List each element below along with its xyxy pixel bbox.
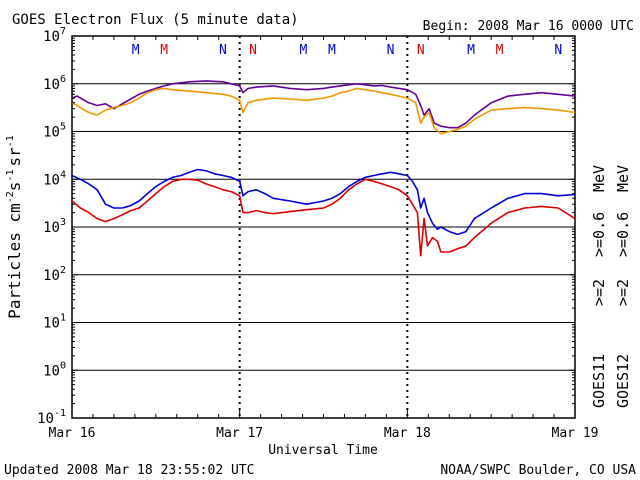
y-tick-exp: -1 <box>54 408 66 419</box>
y-axis-label: Particles cm-2s-1sr-1 <box>5 135 24 319</box>
footer-source: NOAA/SWPC Boulder, CO USA <box>440 463 636 478</box>
y-tick-label-1: 106 <box>43 74 66 93</box>
x-tick-label-3: Mar 19 <box>552 426 599 441</box>
event-marker-4: M <box>299 43 307 58</box>
y-tick-label-6: 101 <box>43 313 66 332</box>
event-marker-10: N <box>554 43 562 58</box>
y-label-part-1: Particles cm <box>5 203 24 319</box>
y-tick-base: 10 <box>37 411 54 427</box>
y-tick-base: 10 <box>43 363 60 379</box>
y-tick-exp: 0 <box>60 360 66 371</box>
event-marker-3: N <box>249 43 257 58</box>
y-tick-exp: 2 <box>60 265 66 276</box>
data-series <box>71 80 576 257</box>
y-tick-exp: 6 <box>60 74 66 85</box>
legend-goes11: GOES11 <box>590 354 608 408</box>
x-axis-label: Universal Time <box>268 443 378 458</box>
legend-goes12-e2: >=2 <box>614 279 632 306</box>
chart-title: GOES Electron Flux (5 minute data) <box>12 12 299 28</box>
begin-label: Begin: 2008 Mar 16 0000 UTC <box>423 19 634 34</box>
legend-right: GOES11 GOES12 >=2 >=2 >=0.6 >=0.6 MeV Me… <box>590 165 632 408</box>
y-tick-base: 10 <box>43 77 60 93</box>
event-marker-9: M <box>496 43 504 58</box>
footer-updated: Updated 2008 Mar 18 23:55:02 UTC <box>4 463 254 478</box>
legend-goes12: GOES12 <box>614 354 632 408</box>
x-tick-label-2: Mar 18 <box>384 426 431 441</box>
y-tick-label-8: 10-1 <box>37 408 66 427</box>
legend-goes11-e2: >=2 <box>590 279 608 306</box>
series-line-1 <box>71 87 576 135</box>
y-tick-exp: 5 <box>60 122 66 133</box>
event-marker-2: N <box>219 43 227 58</box>
legend-unit-1: MeV <box>590 165 608 192</box>
x-tick-label-1: Mar 17 <box>216 426 263 441</box>
y-label-exp-3: -1 <box>5 135 16 147</box>
day-dividers <box>238 36 409 418</box>
y-tick-base: 10 <box>43 268 60 284</box>
y-tick-base: 10 <box>43 172 60 188</box>
y-tick-label-4: 103 <box>43 217 66 236</box>
legend-goes11-e06: >=0.6 <box>590 212 608 257</box>
y-tick-label-5: 102 <box>43 265 66 284</box>
y-tick-base: 10 <box>43 125 60 141</box>
y-tick-base: 10 <box>43 220 60 236</box>
legend-goes12-e06: >=0.6 <box>614 212 632 257</box>
y-tick-base: 10 <box>43 29 60 45</box>
y-label-part-3: sr <box>5 147 24 167</box>
y-tick-exp: 1 <box>60 313 66 324</box>
series-line-0 <box>71 80 576 129</box>
event-marker-0: M <box>132 43 140 58</box>
y-tick-label-3: 104 <box>43 169 66 188</box>
y-tick-label-0: 107 <box>43 26 66 45</box>
event-marker-1: M <box>160 43 168 58</box>
y-tick-label-7: 100 <box>43 360 66 379</box>
x-tick-label-0: Mar 16 <box>49 426 96 441</box>
legend-unit-2: MeV <box>614 165 632 192</box>
event-marker-6: N <box>387 43 395 58</box>
y-tick-exp: 3 <box>60 217 66 228</box>
y-tick-exp: 7 <box>60 26 66 37</box>
series-line-2 <box>71 168 576 236</box>
event-marker-5: M <box>328 43 336 58</box>
y-label-part-2: s <box>5 182 24 192</box>
series-line-3 <box>71 178 576 257</box>
y-tick-exp: 4 <box>60 169 66 180</box>
y-tick-base: 10 <box>43 316 60 332</box>
event-marker-8: M <box>467 43 475 58</box>
y-tick-label-2: 105 <box>43 122 66 141</box>
event-marker-7: N <box>417 43 425 58</box>
y-label-exp-2: -1 <box>5 169 16 181</box>
y-label-exp-1: -2 <box>5 191 16 203</box>
x-axis-ticks: Mar 16 Mar 17 Mar 18 Mar 19 <box>49 36 599 441</box>
